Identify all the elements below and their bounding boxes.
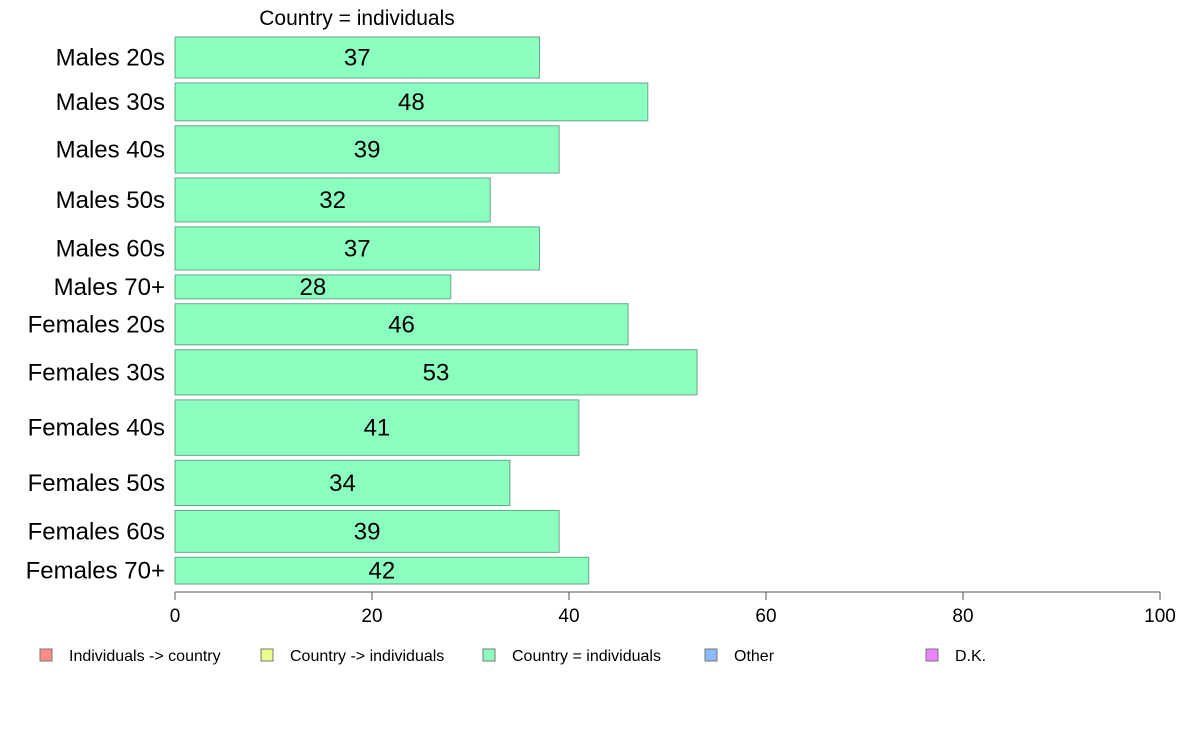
legend-label: Country -> individuals <box>290 648 444 665</box>
x-tick-label: 0 <box>170 606 181 627</box>
bar <box>174 226 540 271</box>
bar <box>174 274 452 300</box>
category-label: Females 30s <box>28 359 165 386</box>
bar <box>174 459 511 507</box>
value-label: 37 <box>344 235 371 262</box>
value-label: 48 <box>398 89 425 116</box>
bar <box>174 303 629 346</box>
category-label: Males 40s <box>56 136 165 163</box>
value-label: 39 <box>354 136 381 163</box>
x-tick-label: 100 <box>1144 606 1176 627</box>
x-tick-label: 20 <box>361 606 382 627</box>
category-label: Females 50s <box>28 470 165 497</box>
value-label: 42 <box>368 558 395 585</box>
value-label: 37 <box>344 45 371 72</box>
legend: Individuals -> country Country -> individ… <box>39 648 986 665</box>
category-label: Males 20s <box>56 45 165 72</box>
bar <box>174 399 580 456</box>
value-label: 32 <box>319 187 346 214</box>
category-label: Females 70+ <box>26 558 165 585</box>
chart-title: Country = individuals <box>259 7 455 30</box>
category-label: Females 40s <box>28 415 165 442</box>
value-label: 34 <box>329 470 356 497</box>
x-tick-label: 60 <box>755 606 776 627</box>
legend-swatch <box>704 648 718 662</box>
legend-label: Country = individuals <box>512 648 661 665</box>
value-label: 39 <box>354 518 381 545</box>
legend-swatch <box>482 648 496 662</box>
category-label: Females 20s <box>28 311 165 338</box>
x-axis: 0 20 40 60 80 100 <box>170 591 1176 627</box>
value-label: 46 <box>388 311 415 338</box>
bar <box>174 82 649 122</box>
bar <box>174 509 560 553</box>
legend-label: D.K. <box>955 648 986 665</box>
legend-swatch <box>260 648 274 662</box>
value-label: 53 <box>423 359 450 386</box>
category-label: Males 70+ <box>54 274 165 301</box>
legend-label: Individuals -> country <box>69 648 221 665</box>
legend-label: Other <box>734 648 775 665</box>
bar <box>174 556 590 585</box>
category-label: Females 60s <box>28 518 165 545</box>
bar <box>174 36 540 79</box>
x-tick-label: 80 <box>952 606 973 627</box>
category-label: Males 60s <box>56 235 165 262</box>
legend-swatch <box>39 648 53 662</box>
bar <box>174 177 491 223</box>
value-label: 41 <box>364 415 391 442</box>
bar <box>174 349 698 396</box>
category-label: Males 50s <box>56 187 165 214</box>
bar <box>174 125 560 174</box>
category-label: Males 30s <box>56 89 165 116</box>
x-tick-label: 40 <box>558 606 579 627</box>
bars-group: Males 20s 37 Males 30s 48 Males 40s 39 Males 5… <box>26 36 698 585</box>
value-label: 28 <box>300 274 327 301</box>
legend-swatch <box>925 648 939 662</box>
